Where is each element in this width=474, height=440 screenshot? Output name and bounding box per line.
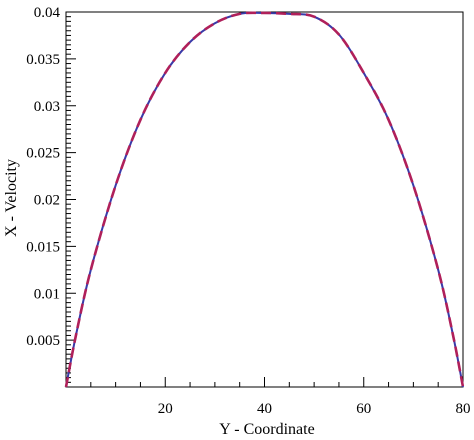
series-layer — [64, 11, 465, 388]
y-tick-label: 0.015 — [26, 239, 60, 255]
x-tick-label: 20 — [158, 401, 173, 417]
series-line-solid — [65, 11, 464, 388]
series-line-dashed — [64, 11, 465, 388]
x-axis-ticks: 20 40 60 80 — [158, 377, 471, 417]
minor-ticks — [66, 16, 439, 387]
y-axis-ticks: 0.005 0.01 0.015 0.02 0.025 0.03 0.035 0.04 — [26, 5, 76, 349]
x-tick-label: 40 — [257, 401, 272, 417]
y-tick-label: 0.035 — [26, 52, 60, 68]
y-tick-label: 0.01 — [34, 286, 60, 302]
x-tick-label: 60 — [356, 401, 371, 417]
x-axis-title: Y - Coordinate — [219, 421, 314, 438]
y-tick-label: 0.005 — [26, 333, 60, 349]
y-tick-label: 0.025 — [26, 146, 60, 162]
y-axis-title: X - Velocity — [3, 159, 20, 237]
plot-area — [65, 11, 464, 388]
plot-frame — [65, 11, 464, 388]
y-tick-label: 0.04 — [34, 5, 61, 21]
y-tick-label: 0.02 — [34, 193, 60, 209]
y-tick-label: 0.03 — [34, 99, 60, 115]
x-tick-label: 80 — [456, 401, 471, 417]
